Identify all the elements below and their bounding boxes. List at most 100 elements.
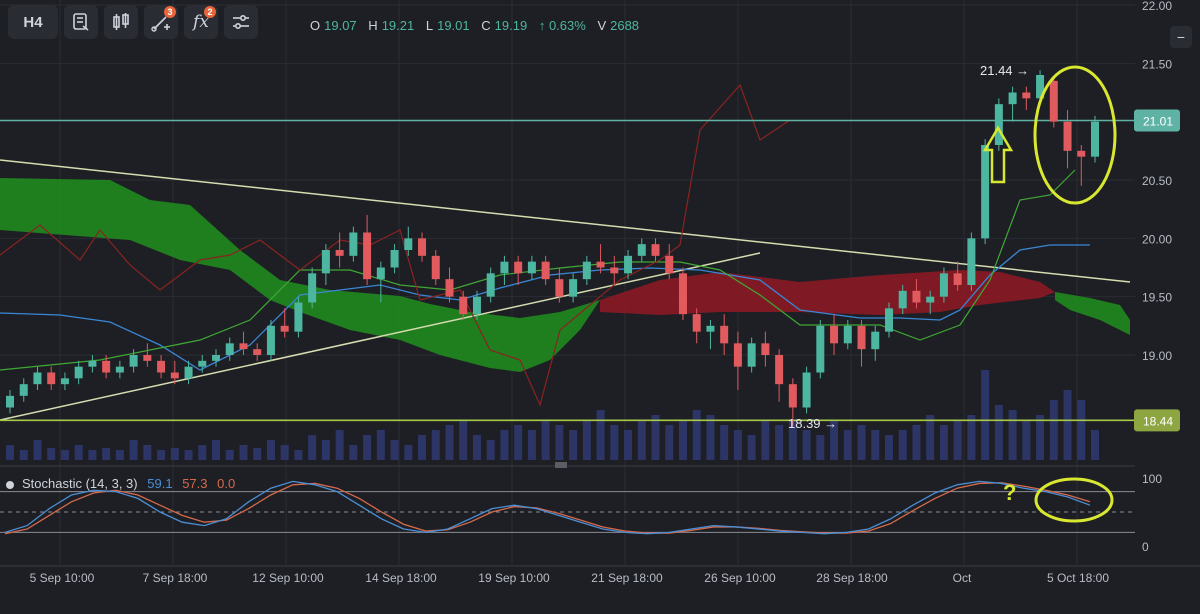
low-value: 19.01 [437,18,470,33]
candle-body [404,238,413,250]
candle-body [294,302,303,332]
volume-bar [500,430,509,460]
stoch-tick-label: 0 [1142,540,1149,554]
candle-body [555,279,564,297]
volume-bar [1091,430,1099,460]
candle-body [788,384,797,408]
support-price-tag [1134,409,1180,432]
volume-bar [445,425,454,460]
volume-bar [871,430,880,460]
candle-body [624,255,633,274]
function-icon: fx [193,12,209,32]
volume-bar [321,440,330,460]
candle-body [33,372,42,385]
volume-bars [6,370,1099,460]
volume-bar [472,435,481,460]
volume-bar [308,435,317,460]
volume-bar [280,445,289,460]
volume-bar [143,445,152,460]
candle-body [1049,80,1058,122]
candle-body [280,325,289,332]
annotations: 21.44 → 18.39 → [788,63,1117,431]
volume-bar [33,440,42,460]
drawings-button[interactable]: 3 [144,5,178,39]
candle-body [253,349,262,355]
candles [6,70,1099,427]
candle-body [720,325,729,344]
candle-body [212,355,221,361]
volume-bar [514,425,523,460]
candle-body [761,343,770,355]
chart-type-button[interactable] [104,5,138,39]
minus-icon: − [1176,29,1186,45]
candle-body [239,343,248,350]
volume-bar [1077,400,1086,460]
volume-bar [857,425,866,460]
candle-body [775,355,784,385]
stochastic-d-value: 57.3 [182,476,208,491]
low-label: L [425,18,434,33]
volume-bar [816,435,825,460]
volume-bar [253,448,262,460]
candle-body [445,279,454,297]
volume-bar [788,420,797,460]
stochastic-legend: Stochastic (14, 3, 3) 59.1 57.3 0.0 [6,476,235,491]
candle-body [898,290,907,309]
candle-body [843,325,852,344]
candle-body [129,355,138,367]
candle-body [102,360,111,373]
volume-bar [720,425,729,460]
up-arrow-icon [982,125,1014,184]
candle-body [363,232,372,280]
volume-bar [678,420,687,460]
trendline-resistance [0,159,1131,283]
volume-bar [651,415,660,460]
candle-body [871,331,880,350]
volume-bar [555,425,564,460]
sliders-icon [233,15,249,30]
indicators-button[interactable]: fx 2 [184,5,218,39]
candle-body [1008,92,1017,105]
candle-body [926,296,935,303]
candle-body [678,273,687,315]
candle-body [816,325,825,373]
price-tick-label: 20.00 [1142,232,1172,246]
change-value: ↑ 0.63% [538,18,586,33]
settings-button[interactable] [224,5,258,39]
volume-label: V [597,18,607,33]
time-tick-label: 14 Sep 18:00 [365,571,437,585]
candle-body [857,325,866,350]
volume-bar [198,445,207,460]
notes-icon [73,13,89,31]
candle-body [830,325,839,344]
zoom-out-button[interactable]: − [1170,26,1192,48]
drawing-tools-icon [151,16,170,32]
volume-bar [349,445,358,460]
volume-bar [239,445,248,460]
price-tick-label: 19.00 [1142,349,1172,363]
volume-bar [363,435,372,460]
time-axis-bg [0,566,1200,614]
indicators-count-badge: 2 [204,6,216,18]
candle-body [596,261,605,268]
candles-icon [113,13,129,30]
volume-bar [47,448,56,460]
volume-bar [418,435,427,460]
high-label: H [368,18,378,33]
cloud-bullish-future [1055,292,1130,335]
candle-body [431,255,440,280]
volume-bar [1008,410,1017,460]
timeframe-button[interactable]: H4 [8,5,58,39]
drawings-count-badge: 3 [164,6,176,18]
candle-body [6,395,14,408]
chart-grid [0,0,1135,565]
candle-body [514,261,523,274]
notes-button[interactable] [64,5,98,39]
candle-body [184,366,193,379]
candle-body [60,378,69,385]
time-tick-label: 21 Sep 18:00 [591,571,663,585]
low-annotation: 18.39 → [788,416,837,431]
time-tick-label: 5 Oct 18:00 [1047,571,1109,585]
volume-bar [6,445,14,460]
